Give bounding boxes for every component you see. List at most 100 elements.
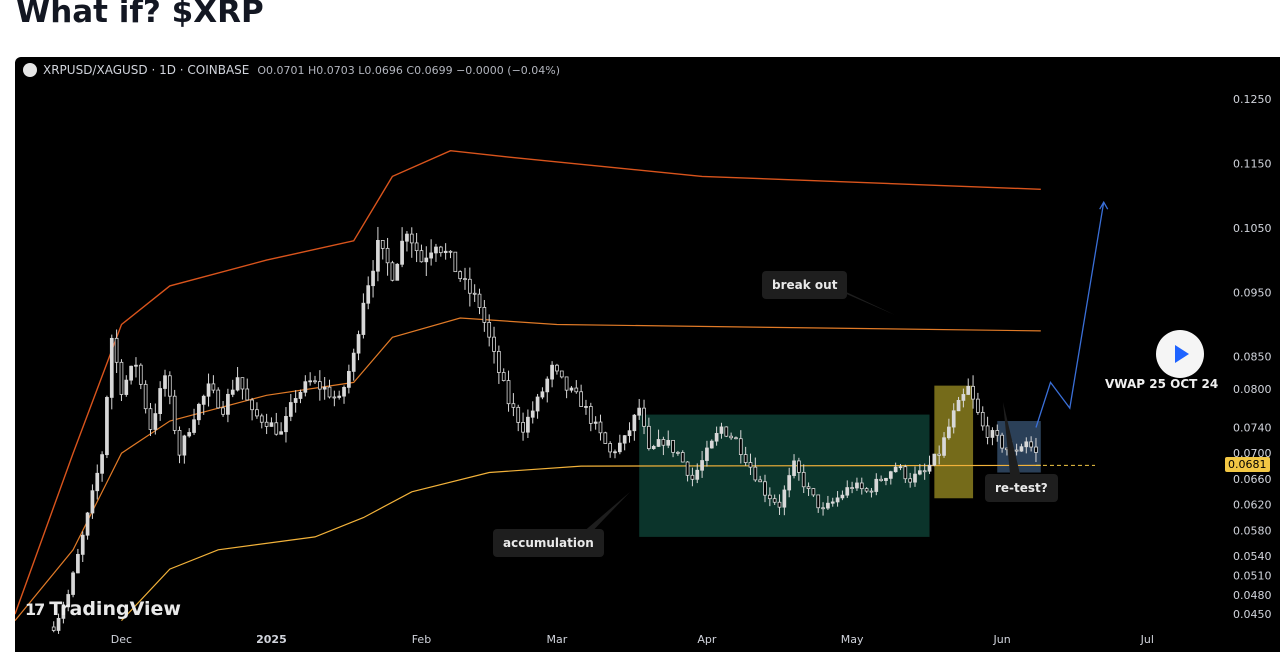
candle-body	[627, 430, 632, 437]
candle-body	[221, 407, 225, 415]
candle-body	[250, 399, 254, 411]
candle-body	[356, 334, 361, 354]
candle-body	[56, 617, 61, 631]
candle-body	[424, 257, 429, 263]
candle-body	[985, 425, 990, 438]
candle-body	[758, 479, 763, 483]
vwap-bands	[15, 149, 1041, 622]
candle-body	[405, 233, 409, 242]
candle-body	[850, 487, 854, 489]
candle-body	[409, 233, 414, 244]
candle-body	[1034, 446, 1038, 453]
candle-body	[811, 488, 816, 496]
candle-body	[913, 473, 917, 483]
candle-body	[729, 435, 733, 439]
candle-body	[622, 435, 627, 444]
time-tick-label: Mar	[547, 633, 568, 646]
symbol-title[interactable]: XRPUSD/XAGUSD · 1D · COINBASE	[43, 63, 250, 77]
candle-body	[666, 439, 671, 446]
tradingview-logo-icon: 17	[25, 599, 45, 619]
candle-body	[429, 252, 433, 259]
candle-body	[835, 497, 840, 503]
candle-body	[61, 606, 66, 619]
candle-body	[724, 426, 729, 437]
last-price-badge: 0.0681	[1225, 457, 1270, 473]
candle-body	[879, 478, 883, 481]
price-tick-label: 0.0740	[1233, 421, 1272, 434]
candle-body	[845, 487, 850, 496]
price-tick-label: 0.1150	[1233, 158, 1272, 171]
candle-body	[826, 502, 830, 509]
candle-body	[898, 466, 903, 469]
candle-body	[342, 386, 346, 397]
candle-body	[748, 462, 753, 468]
candle-body	[801, 471, 806, 488]
candle-body	[216, 389, 221, 409]
candle-body	[385, 247, 390, 264]
vwap-label: VWAP 25 OCT 24	[1105, 377, 1219, 391]
price-chart[interactable]: 0.1250 0.1150 0.1050 0.0950 0.0850 0.0800 0.07…	[15, 57, 1280, 652]
candle-body	[259, 415, 264, 423]
band-upper-line	[15, 149, 1041, 615]
price-axis: 0.1250 0.1150 0.1050 0.0950 0.0850 0.0800 0.07…	[1233, 93, 1272, 621]
candle-body	[971, 385, 975, 400]
candle-body	[90, 490, 95, 514]
price-tick-label: 0.0580	[1233, 524, 1272, 537]
candle-body	[588, 406, 593, 424]
candle-body	[95, 472, 100, 492]
candle-body	[685, 461, 690, 476]
candle-body	[226, 393, 230, 415]
candle-body	[182, 435, 187, 456]
candle-body	[947, 426, 951, 439]
candle-body	[114, 337, 119, 363]
price-tick-label: 0.0950	[1233, 286, 1272, 299]
time-tick-label: Dec	[111, 633, 132, 646]
price-tick-label: 0.0480	[1233, 589, 1272, 602]
candle-body	[105, 397, 109, 456]
overlay-lines	[575, 200, 1109, 539]
candle-body	[448, 250, 453, 253]
candle-body	[129, 365, 133, 381]
projection-path	[1035, 202, 1105, 428]
price-tick-label: 0.0620	[1233, 499, 1272, 512]
candle-body	[705, 447, 709, 461]
candle-body	[100, 454, 104, 474]
candle-body	[593, 421, 598, 424]
candle-body	[521, 422, 525, 433]
candle-body	[676, 451, 680, 454]
candle-body	[463, 278, 467, 281]
candle-body	[874, 478, 879, 492]
candle-body	[908, 478, 913, 483]
candle-body	[66, 594, 71, 608]
band-lower-line	[121, 464, 1041, 622]
candle-body	[453, 251, 458, 273]
candle-body	[313, 380, 317, 383]
candle-body	[511, 403, 516, 408]
candle-body	[859, 482, 864, 490]
candle-body	[763, 481, 767, 496]
candle-body	[734, 437, 738, 440]
candle-body	[492, 336, 496, 352]
candle-body	[816, 494, 821, 509]
candle-body	[400, 240, 404, 265]
candle-body	[743, 454, 748, 463]
candles	[51, 226, 1038, 634]
candle-body	[80, 534, 85, 555]
candle-body	[177, 430, 182, 456]
candle-body	[980, 411, 985, 427]
price-tick-label: 0.0540	[1233, 550, 1272, 563]
projection-arrow-icon	[1099, 200, 1109, 210]
candle-body	[821, 507, 825, 510]
candle-body	[211, 383, 216, 391]
price-tick-label: 0.0850	[1233, 351, 1272, 364]
candle-body	[806, 486, 811, 489]
candle-body	[526, 416, 530, 433]
candle-body	[942, 437, 946, 456]
chart-frame[interactable]: 0.1250 0.1150 0.1050 0.0950 0.0850 0.0800 0.07…	[15, 57, 1280, 652]
candle-body	[501, 372, 506, 381]
zone-breakout	[934, 385, 974, 499]
candle-body	[51, 626, 56, 631]
play-button[interactable]	[1156, 330, 1204, 378]
candle-body	[840, 494, 845, 499]
candle-body	[888, 471, 893, 479]
